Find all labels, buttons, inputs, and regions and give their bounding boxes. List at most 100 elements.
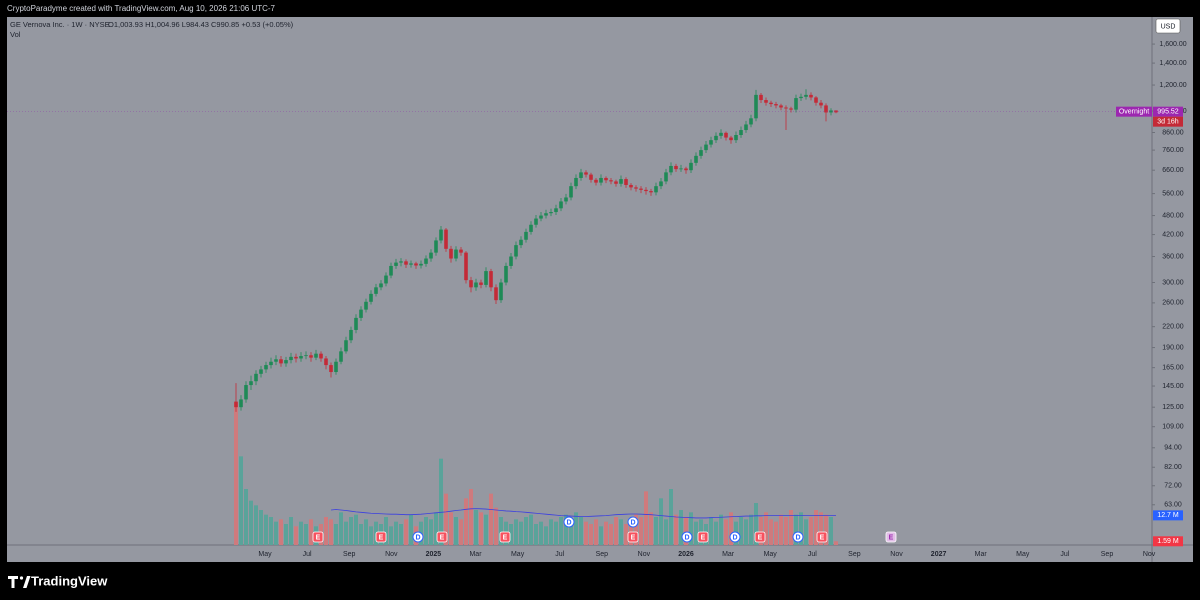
candle-body <box>389 265 393 276</box>
volume-bar <box>249 500 253 545</box>
event-marker[interactable] <box>499 531 511 543</box>
event-label[interactable]: E <box>503 534 508 541</box>
price-tag-value: 995.52 <box>1157 109 1179 116</box>
candle-body <box>354 317 358 330</box>
volume-bar <box>794 514 798 545</box>
volume-bar <box>449 512 453 545</box>
event-marker[interactable] <box>375 531 387 543</box>
candle-body <box>834 110 838 113</box>
volume-bar <box>299 521 303 545</box>
y-tick-label: 480.00 <box>1162 212 1184 219</box>
candle-body <box>829 110 833 113</box>
x-tick-label: Nov <box>890 551 903 558</box>
event-label[interactable]: D <box>566 519 571 526</box>
candle-body <box>494 287 498 301</box>
y-tick-label: 560.00 <box>1162 190 1184 197</box>
event-label[interactable]: E <box>889 534 894 541</box>
volume-bar <box>279 519 283 545</box>
volume-bar <box>719 514 723 545</box>
event-label[interactable]: D <box>415 534 420 541</box>
event-label[interactable]: E <box>758 534 763 541</box>
volume-bar <box>239 456 243 545</box>
candle-body <box>274 359 278 362</box>
currency-box[interactable] <box>1155 18 1181 34</box>
candle-body <box>504 265 508 283</box>
candle-body <box>234 401 238 408</box>
volume-bar <box>349 517 353 545</box>
volume-bar <box>429 519 433 545</box>
event-marker[interactable] <box>816 531 828 543</box>
event-label[interactable]: D <box>630 519 635 526</box>
volume-bar <box>714 521 718 545</box>
volume-title: Vol <box>10 30 21 39</box>
volume-bar <box>584 521 588 545</box>
event-label[interactable]: E <box>631 534 636 541</box>
candle-body <box>499 282 503 301</box>
ohlc-legend: O1,003.93 H1,004.96 L984.43 C990.85 +0.5… <box>108 20 294 29</box>
y-tick-label: 660.00 <box>1162 167 1184 174</box>
candle-body <box>414 263 418 266</box>
event-label[interactable]: E <box>820 534 825 541</box>
event-marker[interactable] <box>436 531 448 543</box>
candle-body <box>429 252 433 259</box>
candle-body <box>739 130 743 136</box>
event-marker[interactable] <box>697 531 709 543</box>
event-marker[interactable] <box>312 531 324 543</box>
candle-body <box>254 373 258 382</box>
event-label[interactable]: E <box>440 534 445 541</box>
y-tick-label: 360.00 <box>1162 253 1184 260</box>
candle-body <box>509 256 513 266</box>
candle-body <box>634 187 638 189</box>
event-label[interactable]: E <box>316 534 321 541</box>
candle-body <box>484 271 488 285</box>
event-marker[interactable] <box>792 531 804 543</box>
volume-bar <box>804 519 808 545</box>
event-label[interactable]: D <box>684 534 689 541</box>
x-tick-label: Mar <box>469 551 482 558</box>
event-marker[interactable] <box>754 531 766 543</box>
candle-body <box>599 177 603 183</box>
candle-body <box>284 360 288 364</box>
event-marker[interactable] <box>729 531 741 543</box>
event-marker[interactable] <box>885 531 897 543</box>
y-tick-label: 165.00 <box>1162 364 1184 371</box>
candle-body <box>344 340 348 352</box>
candle-body <box>744 124 748 131</box>
volume-bar <box>309 519 313 545</box>
event-marker[interactable] <box>627 531 639 543</box>
event-marker[interactable] <box>412 531 424 543</box>
volume-bar <box>464 498 468 545</box>
candle-body <box>519 239 523 246</box>
candle-body <box>474 282 478 288</box>
volume-bar <box>759 517 763 545</box>
currency[interactable]: USD <box>1161 23 1176 30</box>
event-label[interactable]: E <box>701 534 706 541</box>
volume-bar <box>799 512 803 545</box>
volume-bar <box>589 524 593 545</box>
y-tick-label: 190.00 <box>1162 344 1184 351</box>
volume-bar <box>569 519 573 545</box>
event-label[interactable]: D <box>732 534 737 541</box>
pane <box>7 17 1193 562</box>
candle-body <box>749 118 753 125</box>
event-label[interactable]: E <box>379 534 384 541</box>
candle-body <box>369 293 373 302</box>
event-marker[interactable] <box>563 516 575 528</box>
volume-bar <box>389 526 393 545</box>
volume-bar <box>364 519 368 545</box>
candle-body <box>809 94 813 98</box>
candle-body <box>269 361 273 366</box>
event-marker[interactable] <box>681 531 693 543</box>
volume-bar <box>599 526 603 545</box>
y-tick-label: 860.00 <box>1162 129 1184 136</box>
y-tick-label: 94.00 <box>1164 445 1182 452</box>
x-tick-label: Sep <box>1101 551 1114 558</box>
volume-bar <box>409 514 413 545</box>
event-marker[interactable] <box>627 516 639 528</box>
candle-body <box>824 105 828 113</box>
volume-bar <box>774 521 778 545</box>
candle-body <box>394 262 398 266</box>
candle-body <box>359 309 363 318</box>
candle-body <box>554 208 558 213</box>
event-label[interactable]: D <box>795 534 800 541</box>
